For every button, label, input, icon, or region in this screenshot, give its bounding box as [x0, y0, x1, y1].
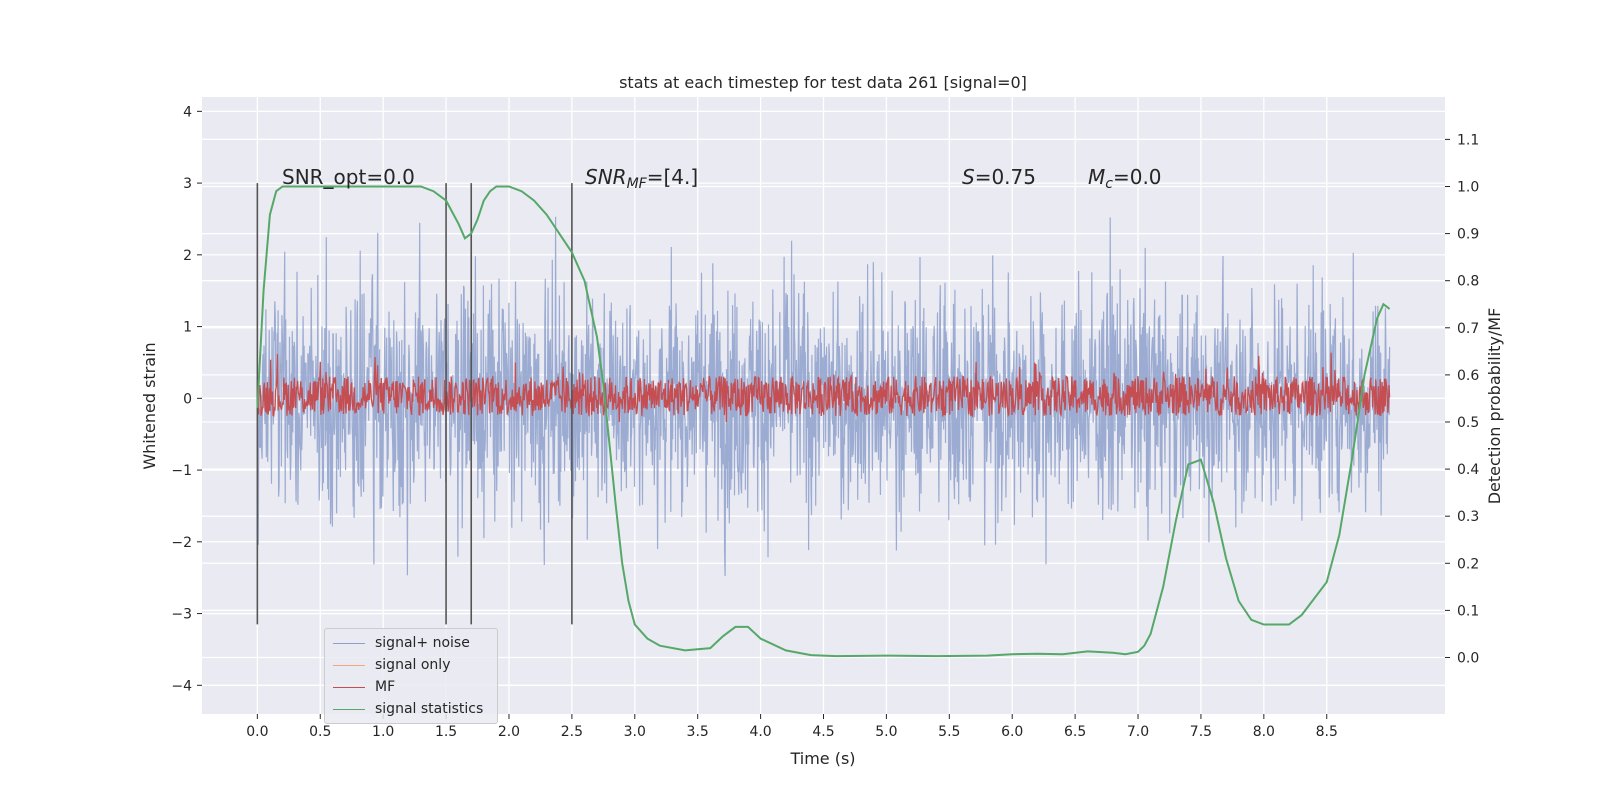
- x-tick-label: 0.0: [246, 724, 268, 740]
- snr-opt-annotation: SNR_opt=0.0: [282, 165, 415, 189]
- x-tick-label: 0.5: [309, 724, 331, 740]
- x-axis-label: Time (s): [789, 749, 855, 768]
- legend-swatch-noise: [333, 643, 365, 644]
- signal-statistics-line: [256, 185, 1391, 658]
- x-tick-label: 7.0: [1127, 724, 1149, 740]
- y2-tick-label: 0.6: [1457, 368, 1479, 384]
- x-tick-label: 3.5: [687, 724, 709, 740]
- y-tick-label: −3: [171, 607, 192, 623]
- y-tick-label: −4: [171, 678, 192, 694]
- y2-tick-label: 0.9: [1457, 227, 1479, 243]
- s-value: =0.75: [975, 165, 1036, 189]
- legend-swatch-mf: [333, 687, 365, 688]
- chart-title: stats at each timestep for test data 261…: [619, 73, 1027, 92]
- x-tick-label: 3.0: [624, 724, 646, 740]
- x-tick-label: 2.5: [561, 724, 583, 740]
- x-tick-label: 1.0: [372, 724, 394, 740]
- x-tick-label: 5.0: [875, 724, 897, 740]
- x-tick-label: 8.5: [1316, 724, 1338, 740]
- y-tick-label: −2: [171, 535, 192, 551]
- y2-tick-label: 0.8: [1457, 274, 1479, 290]
- y-tick-labels: 4 3 2 1 0 −1 −2 −3 −4: [171, 104, 202, 694]
- x-tick-label: 8.0: [1253, 724, 1275, 740]
- y-axis-label: Whitened strain: [140, 342, 159, 469]
- y2-tick-label: 0.7: [1457, 321, 1479, 337]
- x-tick-label: 6.5: [1064, 724, 1086, 740]
- s-symbol: S: [962, 165, 975, 189]
- snr-mf-subscript: MF: [627, 176, 648, 192]
- y2-axis-label: Detection probability/MF: [1485, 308, 1504, 505]
- legend-item-signal-only: signal only: [331, 655, 495, 675]
- mc-subscript: c: [1105, 176, 1113, 192]
- x-tick-label: 4.0: [749, 724, 771, 740]
- legend-item-signal-statistics: signal statistics: [331, 699, 495, 719]
- mc-annotation: Mc=0.0: [1088, 165, 1162, 192]
- legend-swatch-signal-statistics: [333, 709, 365, 710]
- snr-mf-annotation: SNRMF=[4.]: [585, 165, 698, 192]
- snr-mf-symbol: SNR: [585, 165, 627, 189]
- y-tick-label: 3: [183, 176, 192, 192]
- x-tick-label: 5.5: [938, 724, 960, 740]
- legend-label-mf: MF: [375, 679, 396, 695]
- legend-item-mf: MF: [331, 677, 495, 697]
- x-tick-label: 2.0: [498, 724, 520, 740]
- mc-value: =0.0: [1113, 165, 1162, 189]
- x-tick-label: 6.0: [1001, 724, 1023, 740]
- s-annotation: S=0.75: [962, 165, 1036, 189]
- legend-swatch-signal-only: [333, 665, 365, 666]
- y-tick-label: 4: [183, 104, 192, 120]
- y2-tick-labels: 1.1 1.0 0.9 0.8 0.7 0.6 0.5 0.4 0.3 0.2 0.1 0.0: [1445, 132, 1479, 666]
- legend-label-noise: signal+ noise: [375, 635, 470, 651]
- legend: signal+ noise signal only MF signal stat…: [324, 628, 498, 724]
- x-tick-label: 1.5: [435, 724, 457, 740]
- y2-tick-label: 0.4: [1457, 462, 1479, 478]
- y-tick-label: 0: [183, 391, 192, 407]
- y2-tick-label: 0.2: [1457, 556, 1479, 572]
- y-tick-label: 2: [183, 248, 192, 264]
- mc-symbol: M: [1088, 165, 1105, 189]
- y2-tick-label: 0.1: [1457, 603, 1479, 619]
- snr-mf-value: =[4.]: [647, 165, 698, 189]
- y2-tick-label: 1.1: [1457, 132, 1479, 148]
- legend-label-signal-only: signal only: [375, 657, 451, 673]
- x-tick-labels: 0.0 0.5 1.0 1.5 2.0 2.5 3.0 3.5 4.0 4.5 5.0 5.5 6.0 6…: [246, 714, 1338, 740]
- x-tick-label: 4.5: [812, 724, 834, 740]
- y-tick-label: −1: [171, 463, 192, 479]
- y2-tick-label: 1.0: [1457, 179, 1479, 195]
- y-tick-label: 1: [183, 320, 192, 336]
- y2-tick-label: 0.5: [1457, 415, 1479, 431]
- x-tick-label: 7.5: [1190, 724, 1212, 740]
- legend-label-signal-statistics: signal statistics: [375, 701, 484, 717]
- y2-tick-label: 0.0: [1457, 650, 1479, 666]
- signal-statistics-series: [256, 185, 1391, 658]
- legend-item-noise: signal+ noise: [331, 633, 495, 653]
- y2-tick-label: 0.3: [1457, 509, 1479, 525]
